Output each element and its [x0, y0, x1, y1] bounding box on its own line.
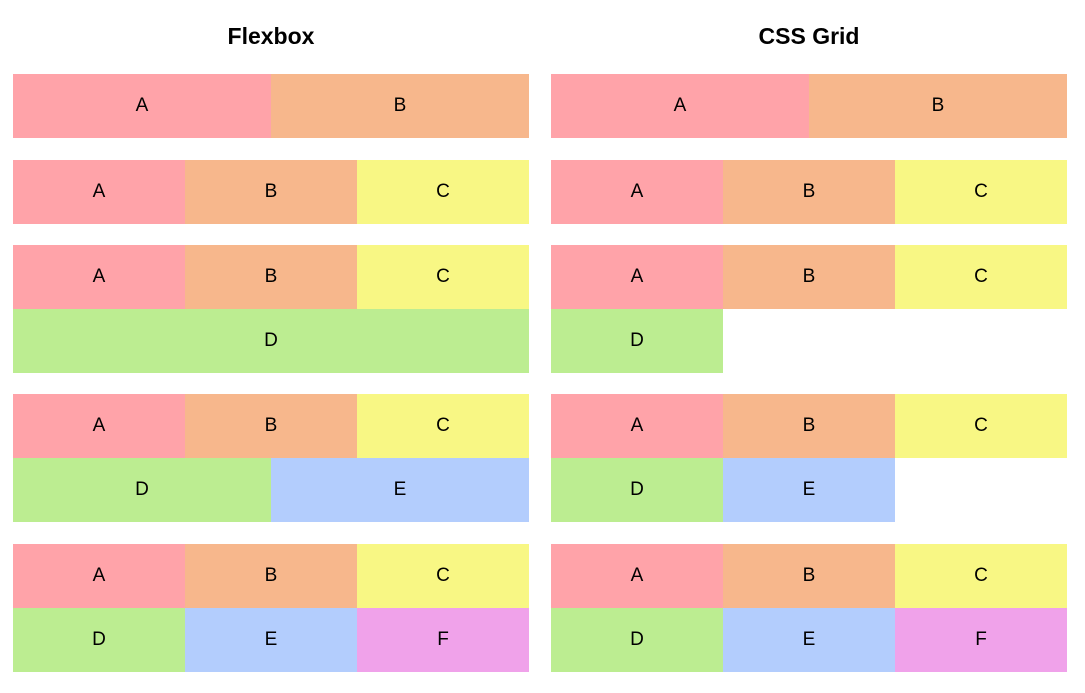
- grid-example-6-items: A B C D E F: [551, 544, 1067, 672]
- grid-example-2-items: A B: [551, 74, 1067, 138]
- flex-item-c: C: [357, 245, 529, 309]
- flexbox-example-4-items: A B C D: [13, 245, 529, 373]
- grid-item-d: D: [551, 608, 723, 672]
- flex-item-a: A: [13, 394, 185, 458]
- flex-item-a: A: [13, 74, 271, 138]
- grid-item-d: D: [551, 458, 723, 522]
- flexbox-title: Flexbox: [227, 23, 315, 49]
- flexbox-column: Flexbox A B A B C A B C D A B C D E A B …: [13, 0, 529, 672]
- grid-item-a: A: [551, 544, 723, 608]
- grid-item-b: B: [723, 245, 895, 309]
- flex-item-b: B: [185, 544, 357, 608]
- grid-item-d: D: [551, 309, 723, 373]
- grid-example-4-items: A B C D: [551, 245, 1067, 373]
- grid-item-e: E: [723, 608, 895, 672]
- flex-item-b: B: [271, 74, 529, 138]
- flex-item-c: C: [357, 394, 529, 458]
- flexbox-example-5-items: A B C D E: [13, 394, 529, 522]
- flex-item-d: D: [13, 309, 529, 373]
- grid-item-c: C: [895, 544, 1067, 608]
- flex-item-b: B: [185, 245, 357, 309]
- grid-item-a: A: [551, 245, 723, 309]
- grid-example-5-items: A B C D E: [551, 394, 1067, 522]
- grid-item-b: B: [723, 544, 895, 608]
- grid-example-3-items: A B C: [551, 160, 1067, 224]
- grid-item-e: E: [723, 458, 895, 522]
- flex-item-e: E: [271, 458, 529, 522]
- grid-item-a: A: [551, 74, 809, 138]
- grid-item-a: A: [551, 160, 723, 224]
- grid-title: CSS Grid: [758, 23, 860, 49]
- grid-item-c: C: [895, 245, 1067, 309]
- grid-item-b: B: [723, 160, 895, 224]
- grid-item-b: B: [809, 74, 1067, 138]
- grid-item-b: B: [723, 394, 895, 458]
- grid-item-c: C: [895, 394, 1067, 458]
- flex-item-a: A: [13, 160, 185, 224]
- grid-item-c: C: [895, 160, 1067, 224]
- flex-item-c: C: [357, 544, 529, 608]
- flex-item-b: B: [185, 160, 357, 224]
- flexbox-example-6-items: A B C D E F: [13, 544, 529, 672]
- grid-item-a: A: [551, 394, 723, 458]
- flexbox-example-2-items: A B: [13, 74, 529, 138]
- flex-item-f: F: [357, 608, 529, 672]
- flex-item-c: C: [357, 160, 529, 224]
- flex-item-d: D: [13, 458, 271, 522]
- flex-item-a: A: [13, 544, 185, 608]
- flex-item-b: B: [185, 394, 357, 458]
- grid-item-f: F: [895, 608, 1067, 672]
- flex-item-a: A: [13, 245, 185, 309]
- flex-item-d: D: [13, 608, 185, 672]
- flex-item-e: E: [185, 608, 357, 672]
- flexbox-example-3-items: A B C: [13, 160, 529, 224]
- grid-column: CSS Grid A B A B C A B C D A B C D E A B…: [551, 0, 1067, 672]
